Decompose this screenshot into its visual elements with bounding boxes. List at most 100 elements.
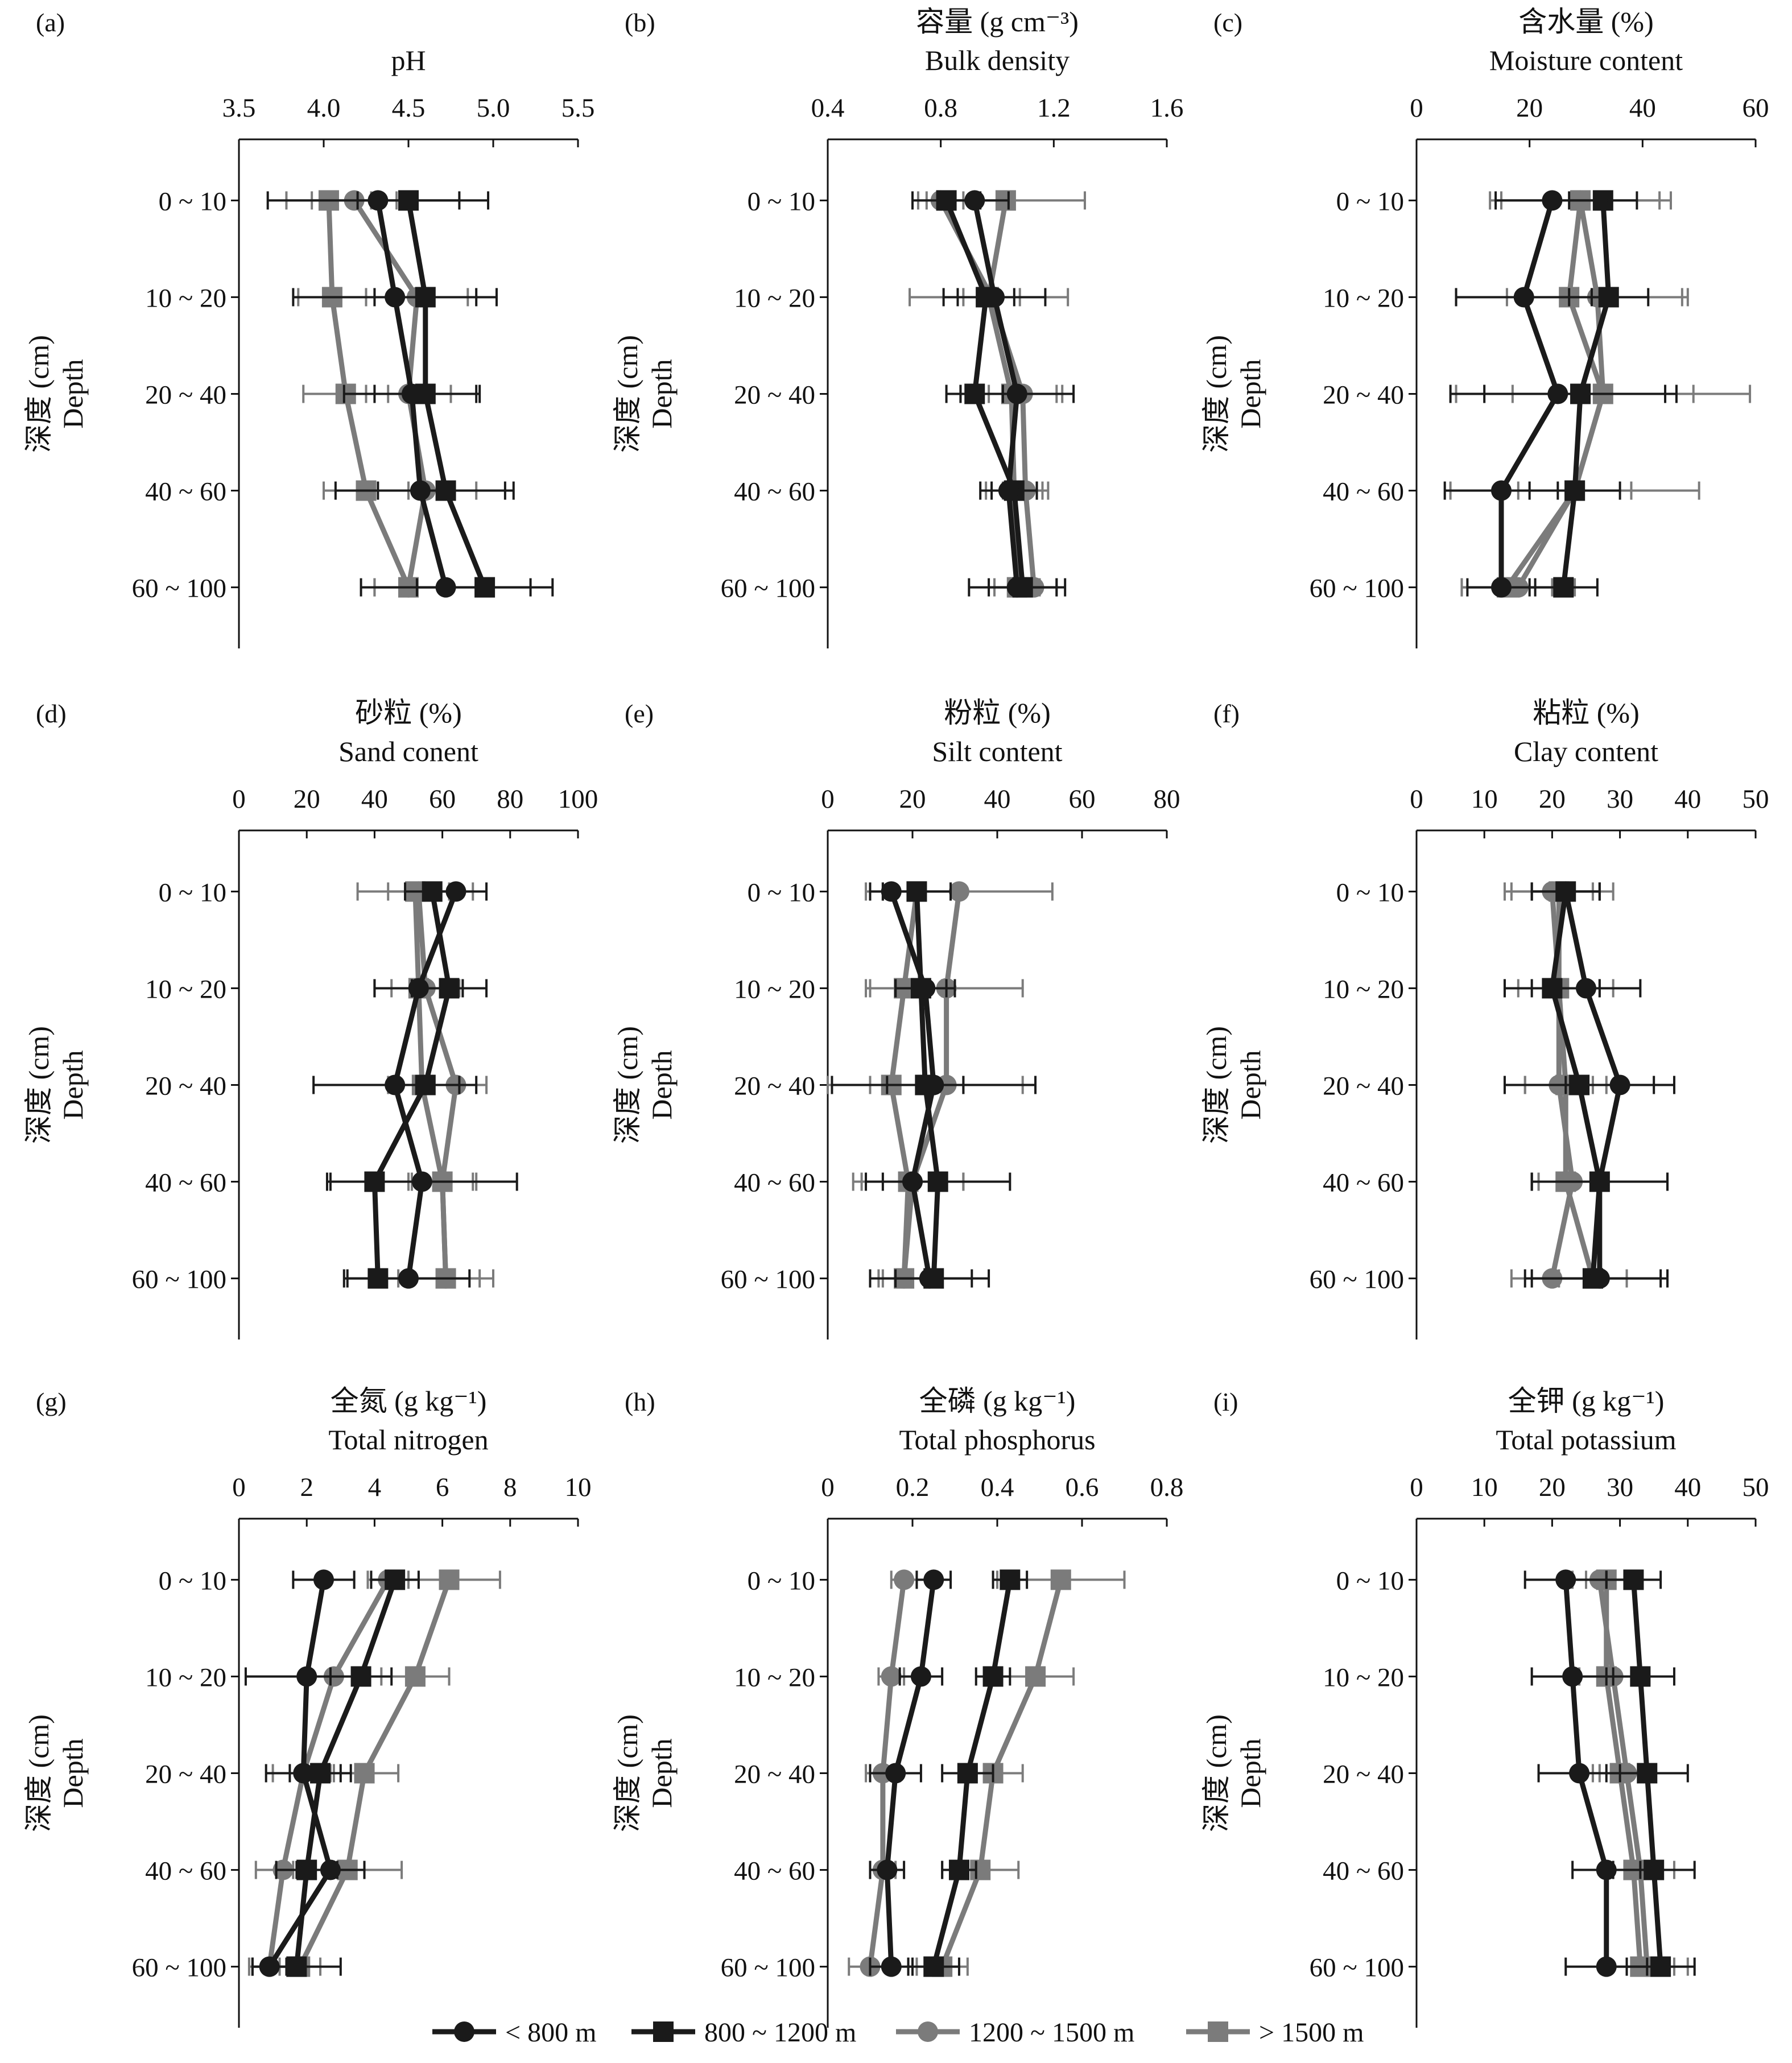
y-axis-label-cn: 深度 (cm) bbox=[23, 1026, 55, 1144]
data-point bbox=[1623, 1569, 1644, 1590]
legend-label: < 800 m bbox=[505, 2017, 596, 2048]
x-tick-label: 0 bbox=[821, 784, 835, 814]
x-tick-label: 40 bbox=[1674, 1473, 1701, 1502]
y-axis-label-cn: 深度 (cm) bbox=[23, 335, 55, 453]
x-tick-label: 40 bbox=[1629, 93, 1656, 123]
depth-category-label: 10 ~ 20 bbox=[145, 1663, 226, 1692]
data-point bbox=[385, 287, 406, 308]
y-axis-label-cn: 深度 (cm) bbox=[1200, 1026, 1232, 1144]
x-tick-label: 80 bbox=[497, 784, 523, 814]
series-<800 bbox=[869, 1569, 952, 1977]
data-point bbox=[894, 1569, 915, 1590]
series-800-1200 bbox=[907, 1569, 1029, 1977]
depth-category-label: 10 ~ 20 bbox=[734, 1663, 815, 1692]
x-tick-label: 4 bbox=[368, 1473, 382, 1502]
legend-marker bbox=[653, 2021, 674, 2042]
data-point bbox=[1542, 190, 1563, 211]
data-point bbox=[910, 1666, 931, 1687]
x-tick-label: 4.0 bbox=[307, 93, 341, 123]
series-<800 bbox=[939, 190, 1075, 598]
data-point bbox=[401, 383, 422, 404]
x-tick-label: 0.4 bbox=[811, 93, 845, 123]
data-point bbox=[1589, 1171, 1610, 1192]
x-tick-label: 5.0 bbox=[477, 93, 510, 123]
x-tick-label: 1.6 bbox=[1150, 93, 1184, 123]
data-point bbox=[1576, 978, 1596, 999]
data-point bbox=[902, 1171, 923, 1192]
data-point bbox=[1630, 1666, 1651, 1687]
data-point bbox=[1596, 1859, 1617, 1880]
title-cn: 容量 (g cm⁻³) bbox=[916, 6, 1079, 38]
depth-category-label: 10 ~ 20 bbox=[145, 283, 226, 313]
depth-category-label: 0 ~ 10 bbox=[748, 187, 815, 216]
x-tick-label: 30 bbox=[1607, 784, 1633, 814]
x-tick-label: 3.5 bbox=[222, 93, 256, 123]
depth-category-label: 60 ~ 100 bbox=[721, 574, 815, 603]
y-axis-label-cn: 深度 (cm) bbox=[23, 1714, 55, 1832]
panel-g: (g) 全氮 (g kg⁻¹) Total nitrogen 0 2 4 6 8 10 0 ~ 1… bbox=[23, 1385, 592, 2028]
x-tick-label: 2 bbox=[300, 1473, 313, 1502]
x-tick-label: 0.8 bbox=[1150, 1473, 1184, 1502]
panel-label: (i) bbox=[1213, 1387, 1238, 1416]
y-axis-label-cn: 深度 (cm) bbox=[612, 335, 643, 453]
depth-category-label: 10 ~ 20 bbox=[145, 974, 226, 1004]
data-point bbox=[408, 978, 429, 999]
data-point bbox=[439, 1569, 460, 1590]
y-axis-label-en: Depth bbox=[646, 1738, 678, 1808]
legend-label: > 1500 m bbox=[1259, 2017, 1364, 2048]
x-tick-label: 20 bbox=[1539, 784, 1566, 814]
depth-category-label: 40 ~ 60 bbox=[145, 1168, 226, 1198]
depth-category-label: 40 ~ 60 bbox=[145, 1857, 226, 1886]
depth-category-label: 0 ~ 10 bbox=[159, 187, 226, 216]
depth-category-label: 40 ~ 60 bbox=[734, 1168, 815, 1198]
data-point bbox=[948, 881, 969, 902]
data-point bbox=[1589, 1268, 1610, 1289]
data-point bbox=[385, 1074, 406, 1095]
series-<800 bbox=[831, 881, 1037, 1289]
x-tick-label: 60 bbox=[429, 784, 456, 814]
panel-c: (c) 含水量 (%) Moisture content 0 20 40 60 0 ~ 10 1… bbox=[1200, 6, 1769, 648]
y-axis-label-cn: 深度 (cm) bbox=[612, 1714, 643, 1832]
data-point bbox=[410, 480, 431, 501]
y-axis-label-en: Depth bbox=[1234, 1738, 1266, 1808]
x-tick-label: 0 bbox=[232, 1473, 246, 1502]
data-point bbox=[923, 1074, 944, 1095]
title-en: Clay content bbox=[1514, 735, 1658, 767]
data-point bbox=[404, 1666, 426, 1687]
data-point bbox=[1555, 881, 1576, 902]
title-cn: 砂粒 (%) bbox=[355, 697, 461, 729]
depth-category-label: 60 ~ 100 bbox=[721, 1953, 815, 1983]
depth-category-label: 40 ~ 60 bbox=[1323, 1857, 1404, 1886]
x-tick-label: 40 bbox=[361, 784, 388, 814]
data-point bbox=[885, 1763, 906, 1784]
data-point bbox=[923, 1956, 944, 1977]
x-tick-label: 20 bbox=[1539, 1473, 1566, 1502]
x-tick-label: 30 bbox=[1607, 1473, 1633, 1502]
x-tick-label: 8 bbox=[503, 1473, 517, 1502]
x-tick-label: 0 bbox=[821, 1473, 835, 1502]
x-tick-label: 0.4 bbox=[981, 1473, 1014, 1502]
data-point bbox=[320, 1859, 341, 1880]
data-point bbox=[998, 480, 1019, 501]
x-tick-label: 40 bbox=[984, 784, 1011, 814]
depth-category-label: 0 ~ 10 bbox=[1336, 878, 1404, 907]
data-point bbox=[881, 1956, 902, 1977]
x-tick-label: 0.6 bbox=[1066, 1473, 1099, 1502]
data-point bbox=[1644, 1859, 1665, 1880]
depth-category-label: 0 ~ 10 bbox=[1336, 187, 1404, 216]
data-point bbox=[982, 1666, 1004, 1687]
title-cn: 含水量 (%) bbox=[1518, 6, 1653, 38]
depth-category-label: 0 ~ 10 bbox=[748, 1566, 815, 1595]
y-axis-label-en: Depth bbox=[646, 359, 678, 428]
x-tick-label: 60 bbox=[1069, 784, 1096, 814]
data-point bbox=[1513, 287, 1534, 308]
data-point bbox=[1006, 577, 1027, 598]
depth-category-label: 20 ~ 40 bbox=[734, 1072, 815, 1101]
depth-category-label: 20 ~ 40 bbox=[1323, 1760, 1404, 1789]
depth-category-label: 10 ~ 20 bbox=[1323, 283, 1404, 313]
depth-category-label: 40 ~ 60 bbox=[145, 477, 226, 507]
x-tick-label: 1.2 bbox=[1037, 93, 1071, 123]
panel-b: (b) 容量 (g cm⁻³) Bulk density 0.4 0.8 1.2 1.6 0 … bbox=[612, 6, 1183, 648]
